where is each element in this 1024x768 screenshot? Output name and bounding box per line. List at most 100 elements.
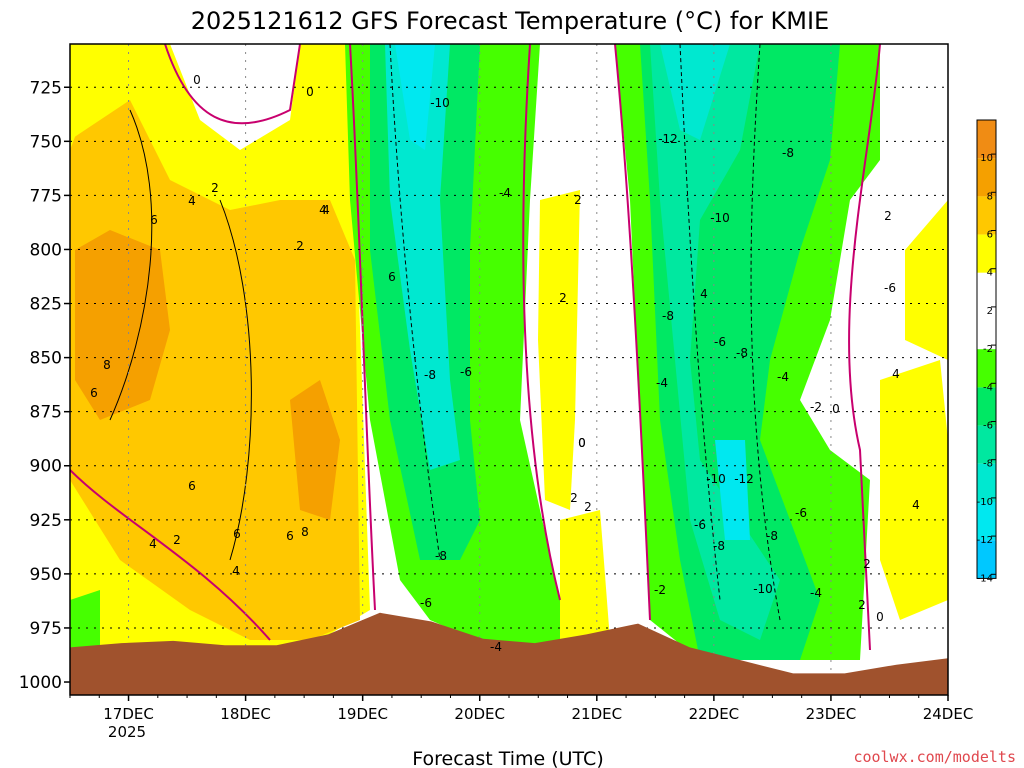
colorbar-tick-label: -8 [983, 459, 993, 470]
colorbar-segment [977, 425, 996, 464]
contour-label: 2 [211, 181, 219, 195]
contour-label: 0 [832, 402, 840, 416]
contour-label: 2 [863, 557, 871, 571]
colorbar-segment [977, 272, 996, 311]
y-tick-label: 825 [30, 295, 62, 315]
contour-label: 4 [322, 203, 330, 217]
contour-label: 2 [858, 598, 866, 612]
x-tick-label: 22DEC [689, 705, 740, 723]
contour-label: 2 [173, 533, 181, 547]
colorbar: 10 8 6 4 2 -2 -4 -6 -8 -10 -12 -14 [976, 119, 997, 584]
contour-label: 0 [578, 436, 586, 450]
y-tick-label: 750 [30, 132, 62, 152]
terrain-surface [70, 612, 948, 695]
colorbar-tick-label: 6 [987, 230, 993, 241]
temperature-field [70, 44, 948, 695]
contour-label: 4 [319, 203, 327, 217]
contour-label: -4 [499, 186, 511, 200]
contour-label: 8 [301, 525, 309, 539]
x-tick-label: 24DEC [923, 705, 974, 723]
colorbar-segment [977, 120, 996, 159]
contour-label: -10 [753, 582, 773, 596]
chart-title: 2025121612 GFS Forecast Temperature (°C)… [191, 7, 829, 35]
x-tick-label: 19DEC [337, 705, 388, 723]
contour-label: 4 [188, 194, 196, 208]
colorbar-segment [977, 540, 996, 579]
contour-label: 4 [892, 367, 900, 381]
colorbar-segment [977, 234, 996, 273]
x-tick-label: 18DEC [220, 705, 271, 723]
x-tick-label: 21DEC [572, 705, 623, 723]
colorbar-tick-label: 10 [980, 153, 993, 164]
contour-label: -6 [795, 506, 807, 520]
contour-label: -8 [766, 529, 778, 543]
contour-label: -8 [782, 146, 794, 160]
colorbar-tick-label: -4 [983, 382, 993, 393]
y-tick-label: 850 [30, 349, 62, 369]
contour-label: 4 [232, 564, 240, 578]
contour-label: 2 [570, 491, 578, 505]
y-axis: 725 750 775 800 825 850 875 900 925 950 975 1000 [19, 78, 70, 693]
colorbar-segment [977, 158, 996, 197]
contour-label: -2 [810, 400, 822, 414]
contour-label: 2 [884, 209, 892, 223]
contour-label: 0 [578, 436, 586, 450]
contour-label: 2 [296, 239, 304, 253]
contour-label: 0 [306, 85, 314, 99]
colorbar-tick-label: -2 [983, 344, 993, 355]
contour-label: 8 [103, 358, 111, 372]
colorbar-tick-label: -6 [983, 421, 993, 432]
contour-label: -4 [810, 586, 822, 600]
colorbar-tick-label: -12 [977, 535, 993, 546]
contour-label: -4 [777, 370, 789, 384]
y-tick-label: 800 [30, 240, 62, 260]
y-tick-label: 975 [30, 619, 62, 639]
contour-label: -6 [694, 518, 706, 532]
contour-label: -6 [460, 365, 472, 379]
contour-label: -8 [435, 549, 447, 563]
contour-label: 0 [193, 73, 201, 87]
contour-label: -8 [424, 368, 436, 382]
contour-label: 2 [559, 291, 567, 305]
y-tick-label: 925 [30, 511, 62, 531]
contour-label: -8 [713, 539, 725, 553]
colorbar-tick-label: -10 [977, 497, 993, 508]
contour-label: -12 [658, 132, 678, 146]
watermark: coolwx.com/modelts [853, 748, 1016, 766]
contour-label: 6 [286, 529, 294, 543]
y-tick-label: 725 [30, 78, 62, 98]
y-tick-label: 875 [30, 403, 62, 423]
contour-label: -6 [884, 281, 896, 295]
contour-label: 4 [149, 537, 157, 551]
contour-label: 0 [876, 610, 884, 624]
contour-label: -4 [656, 376, 668, 390]
x-tick-label: 17DEC [103, 705, 154, 723]
colorbar-frame [976, 119, 997, 579]
contour-label: 6 [388, 270, 396, 284]
contour-label: 2 [584, 500, 592, 514]
y-tick-label: 900 [30, 457, 62, 477]
contour-label: 6 [233, 527, 241, 541]
contour-label: -12 [734, 472, 754, 486]
colorbar-segment [977, 463, 996, 502]
contour-label: -4 [490, 640, 502, 654]
contour-label: 4 [912, 498, 920, 512]
colorbar-tick-label: 4 [987, 268, 993, 279]
contour-lines [70, 44, 881, 651]
colorbar-tick-label: 2 [987, 306, 993, 317]
contour-label: -2 [654, 583, 666, 597]
x-axis: 17DEC 18DEC 19DEC 20DEC 21DEC 22DEC 23DEC 24DEC [69, 695, 974, 723]
contour-label: -6 [714, 335, 726, 349]
colorbar-segment [977, 502, 996, 541]
colorbar-segment [977, 311, 996, 350]
contour-label: 6 [90, 386, 98, 400]
contour-label: 4 [700, 287, 708, 301]
contour-label: -10 [710, 211, 730, 225]
contour-label: -10 [706, 472, 726, 486]
contour-label: 6 [188, 479, 196, 493]
x-tick-label: 23DEC [806, 705, 857, 723]
y-tick-label: 1000 [19, 673, 62, 693]
contour-label: 2 [574, 193, 582, 207]
